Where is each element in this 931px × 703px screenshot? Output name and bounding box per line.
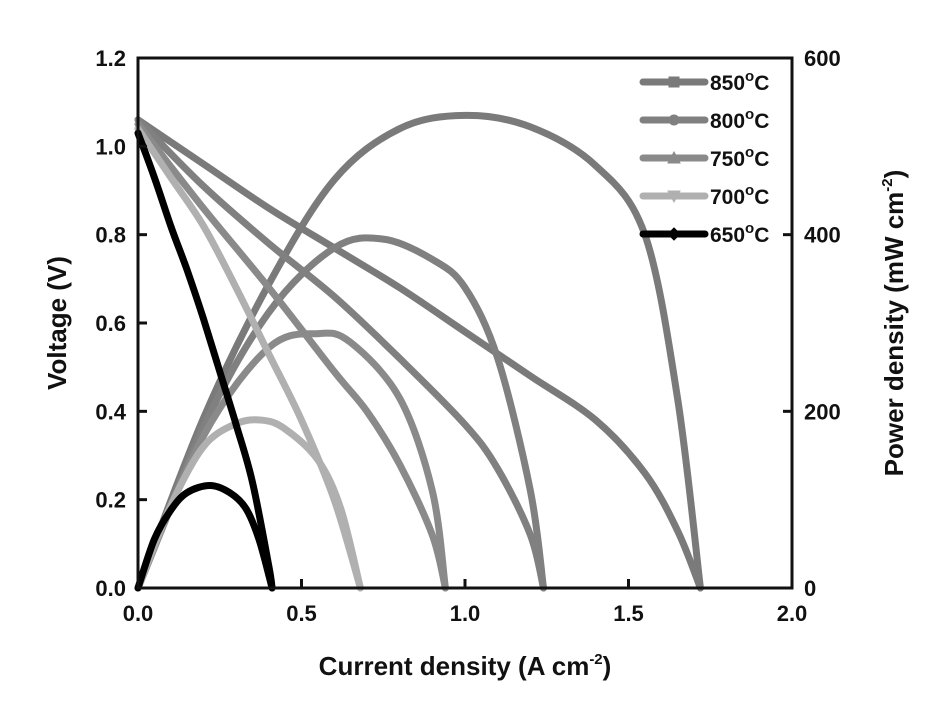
y-left-tick-label-6: 1.2 — [95, 46, 126, 71]
x-axis-title: Current density (A cm-2) — [319, 651, 612, 681]
power-curve-1 — [134, 234, 547, 592]
y-left-tick-label-3: 0.6 — [95, 311, 126, 336]
voltage-curve-2 — [134, 120, 449, 592]
x-tick-label-1: 0.5 — [286, 601, 317, 626]
legend-label-2: 750oC — [710, 144, 769, 171]
y-left-tick-label-0: 0.0 — [95, 576, 126, 601]
legend-label-0: 850oC — [710, 68, 769, 95]
x-tick-label-0: 0.0 — [123, 601, 154, 626]
x-tick-label-4: 2.0 — [777, 601, 808, 626]
power-curve-3 — [134, 416, 364, 592]
legend: 850oC 800oC 750oC 700oC 650oC — [639, 68, 769, 247]
y-left-tick-label-1: 0.2 — [95, 488, 126, 513]
legend-marker-1 — [668, 114, 680, 126]
y-axis-left-title: Voltage (V) — [42, 256, 72, 390]
legend-marker-0 — [668, 76, 680, 88]
voltage-curve-0 — [134, 116, 704, 592]
y-right-tick-label-1: 200 — [804, 399, 841, 424]
voltage-curve-4 — [134, 129, 276, 592]
legend-label-4: 650oC — [710, 220, 769, 247]
y-left-tick-label-2: 0.4 — [95, 399, 126, 424]
x-tick-label-2: 1.0 — [450, 601, 481, 626]
axis-ticks — [136, 56, 794, 590]
y-right-tick-label-0: 0 — [804, 576, 816, 601]
plot-lines — [134, 111, 704, 592]
legend-label-1: 800oC — [710, 106, 769, 133]
legend-marker-2 — [667, 150, 681, 164]
power-curve-2 — [134, 329, 449, 592]
y-left-tick-label-4: 0.8 — [95, 223, 126, 248]
y-right-tick-label-2: 400 — [804, 223, 841, 248]
y-right-tick-label-3: 600 — [804, 46, 841, 71]
axis-tick-labels: 0.0 0.5 1.0 1.5 2.0 0.0 0.2 0.4 0.6 0.8 1.0 1.2 0 200… — [95, 46, 840, 626]
y-left-tick-label-5: 1.0 — [95, 134, 126, 159]
legend-marker-4 — [667, 227, 681, 241]
x-tick-label-3: 1.5 — [613, 601, 644, 626]
power-curve-0 — [134, 111, 704, 592]
power-curve-4 — [134, 482, 276, 592]
legend-label-3: 700oC — [710, 182, 769, 209]
legend-marker-3 — [667, 190, 681, 204]
voltage-curve-1 — [134, 116, 547, 592]
y-axis-right-title: Power density (mW cm-2) — [879, 170, 909, 477]
